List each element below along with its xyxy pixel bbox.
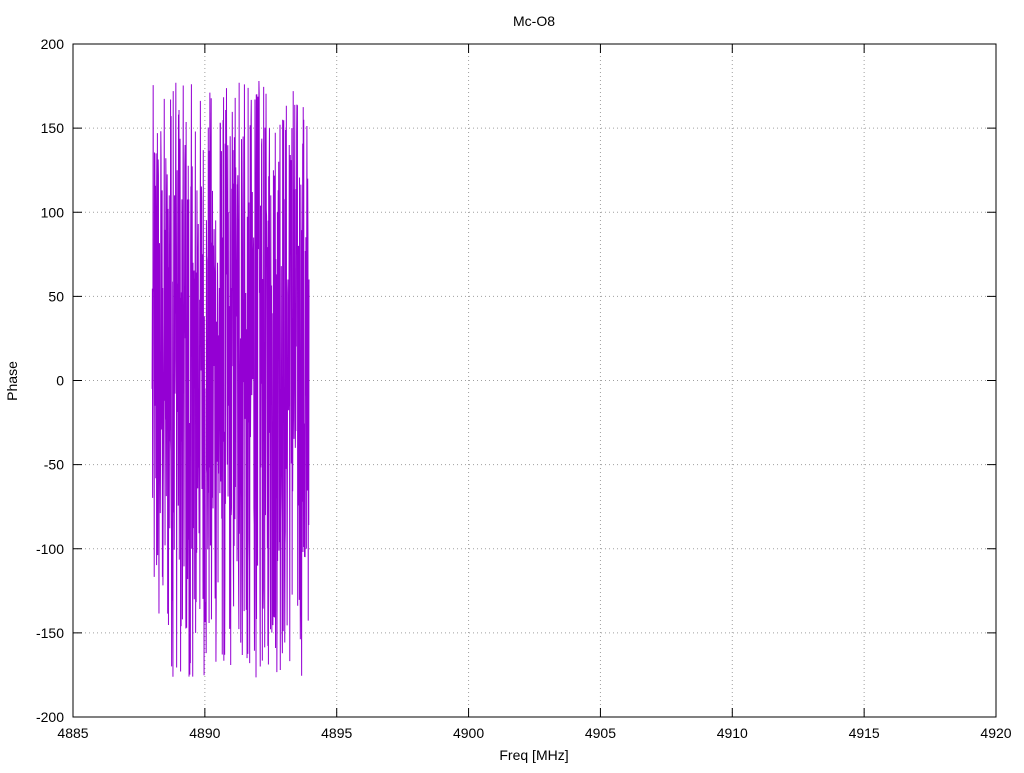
- y-tick-label: 100: [41, 204, 65, 220]
- x-tick-label: 4885: [57, 725, 88, 741]
- chart-title: Mc-O8: [513, 13, 555, 29]
- x-tick-label: 4915: [849, 725, 880, 741]
- x-tick-label: 4905: [585, 725, 616, 741]
- x-tick-label: 4920: [980, 725, 1011, 741]
- x-tick-label: 4890: [189, 725, 220, 741]
- tick-layer: -200 -150 -100 -50 0 50 100 150 200 4885 4890 4895 4…: [36, 36, 1012, 741]
- y-tick-label: -150: [36, 625, 64, 641]
- y-tick-label: -100: [36, 541, 64, 557]
- x-tick-label: 4900: [453, 725, 484, 741]
- y-tick-label: 200: [41, 36, 65, 52]
- y-tick-label: 0: [56, 373, 64, 389]
- x-tick-label: 4895: [321, 725, 352, 741]
- y-axis-label: Phase: [4, 361, 20, 401]
- y-tick-label: -200: [36, 709, 64, 725]
- y-tick-label: 50: [48, 288, 64, 304]
- y-tick-label: -50: [44, 457, 64, 473]
- x-tick-label: 4910: [717, 725, 748, 741]
- series-layer: [151, 80, 310, 678]
- y-tick-label: 150: [41, 120, 65, 136]
- series-line-phase: [151, 80, 310, 678]
- x-axis-label: Freq [MHz]: [499, 747, 568, 763]
